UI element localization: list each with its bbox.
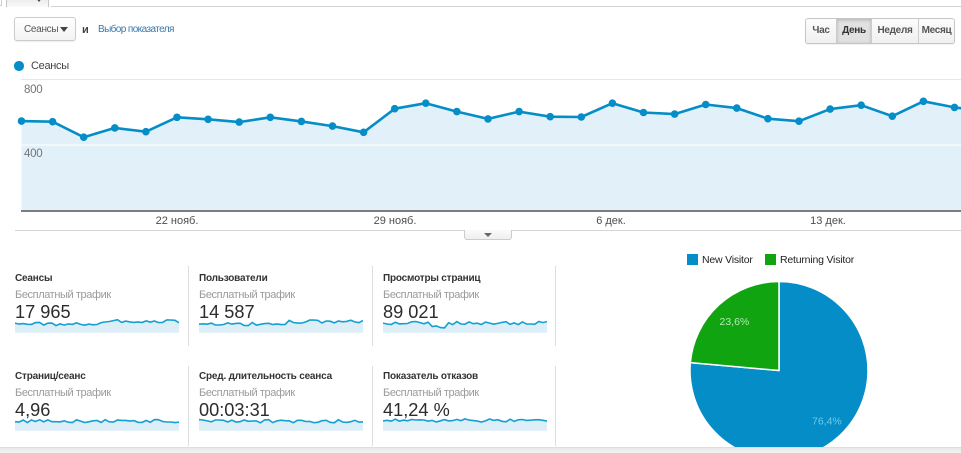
svg-text:23,6%: 23,6% [720, 316, 750, 328]
svg-text:76,4%: 76,4% [812, 416, 842, 428]
